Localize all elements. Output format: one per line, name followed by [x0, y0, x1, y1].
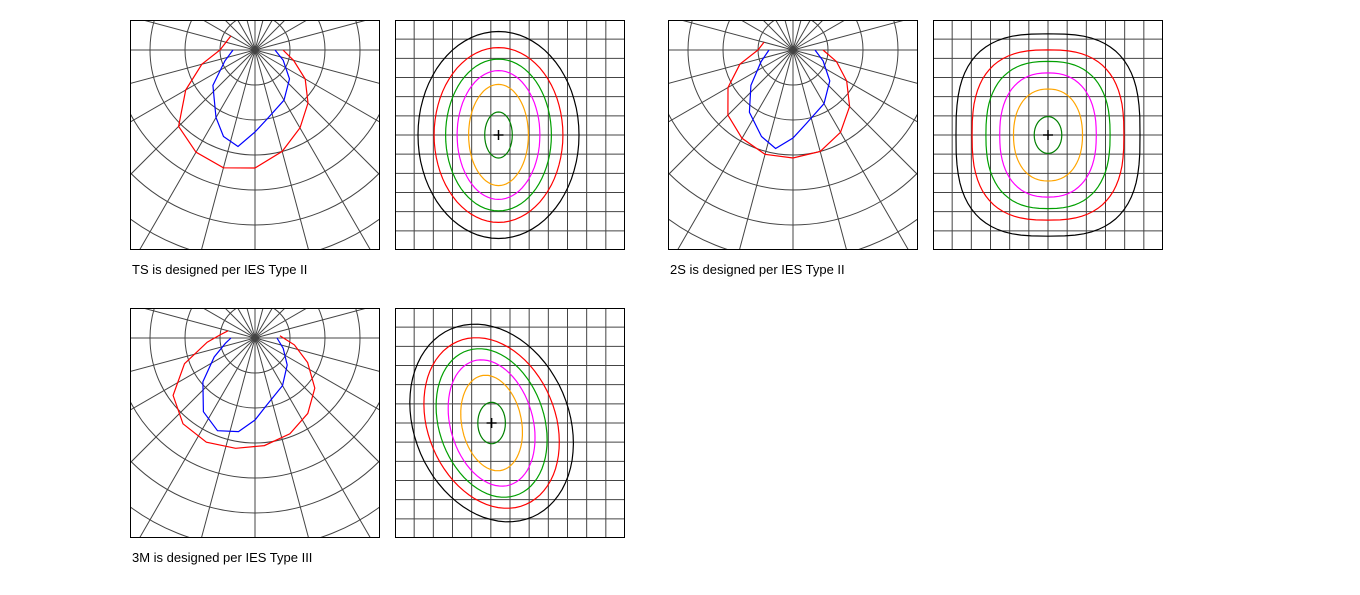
polar-chart-2S: [668, 20, 918, 250]
isofootcandle-chart-3M: [395, 308, 625, 538]
polar-chart-3M: [130, 308, 380, 538]
page-root: { "layout":{ "polar":{"w":250,"h":230,"r…: [0, 0, 1360, 595]
grid-panel-3M: [395, 308, 625, 538]
caption-TS: TS is designed per IES Type II: [132, 262, 307, 277]
polar-panel-3M: [130, 308, 380, 538]
grid-panel-2S: [933, 20, 1163, 250]
polar-panel-2S: [668, 20, 918, 250]
caption-2S: 2S is designed per IES Type II: [670, 262, 845, 277]
grid-panel-TS: [395, 20, 625, 250]
isofootcandle-chart-TS: [395, 20, 625, 250]
polar-chart-TS: [130, 20, 380, 250]
isofootcandle-chart-2S: [933, 20, 1163, 250]
caption-3M: 3M is designed per IES Type III: [132, 550, 312, 565]
polar-panel-TS: [130, 20, 380, 250]
